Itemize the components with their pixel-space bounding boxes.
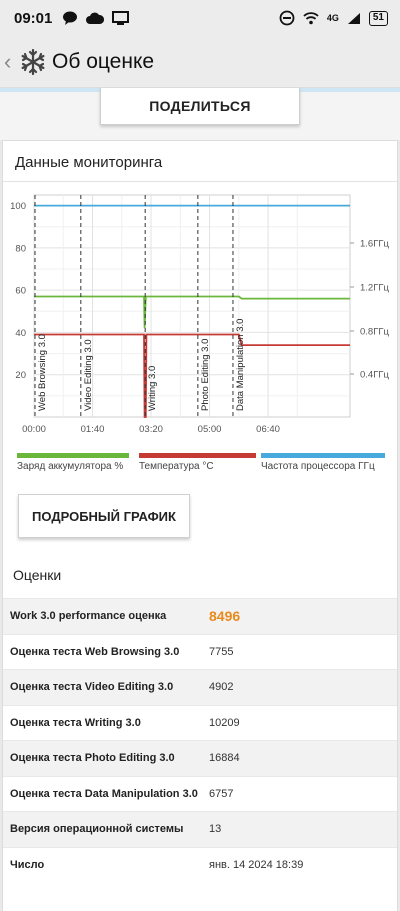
detailed-graph-button[interactable]: ПОДРОБНЫЙ ГРАФИК <box>18 494 190 538</box>
score-value: 13 <box>209 823 222 836</box>
score-label: Оценка теста Web Browsing 3.0 <box>10 645 180 658</box>
status-time: 09:01 <box>14 9 53 27</box>
app-bar: ‹ Об оценке <box>0 36 400 88</box>
score-row: Оценка теста Data Manipulation 3.0 6757 <box>3 775 397 812</box>
score-row: Work 3.0 performance оценка 8496 <box>3 598 397 634</box>
battery-icon: 51 <box>368 10 388 26</box>
x-tick-label: 00:00 <box>22 424 46 435</box>
monitoring-card: Данные мониторинга 20 40 60 80 100 00:00 01:40… <box>2 140 398 911</box>
y-tick-label: 80 <box>15 243 26 254</box>
cloud-icon <box>86 12 105 24</box>
score-row: Оценка теста Video Editing 3.0 4902 <box>3 669 397 705</box>
score-value: 16884 <box>209 752 240 765</box>
x-tick-label: 03:20 <box>139 424 163 435</box>
legend-cpu-swatch <box>261 453 385 458</box>
score-label: Число <box>10 858 45 871</box>
score-label: Версия операционной системы <box>10 823 184 836</box>
score-value: 6757 <box>209 787 234 800</box>
share-button[interactable]: ПОДЕЛИТЬСЯ <box>100 88 300 125</box>
test-marker-label: Photo Editing 3.0 <box>200 339 211 411</box>
status-bar: 09:01 4G 51 <box>0 0 400 36</box>
x-tick-label: 06:40 <box>256 424 280 435</box>
score-row: Версия операционной системы 13 <box>3 811 397 847</box>
score-label: Оценка теста Writing 3.0 <box>10 716 141 729</box>
monitoring-title: Данные мониторинга <box>15 154 163 171</box>
y-tick-label: 40 <box>15 328 26 339</box>
score-row: Оценка теста Writing 3.0 10209 <box>3 704 397 741</box>
right-tick-label: 1.6ГГц <box>360 239 389 250</box>
x-tick-label: 01:40 <box>81 424 105 435</box>
right-tick-label: 0.8ГГц <box>360 327 389 338</box>
signal-icon <box>347 12 360 24</box>
screen-icon <box>112 11 130 25</box>
score-label: Work 3.0 performance оценка <box>10 610 167 623</box>
score-value: янв. 14 2024 18:39 <box>209 858 304 871</box>
score-label: Оценка теста Video Editing 3.0 <box>10 681 174 694</box>
score-label: Оценка теста Data Manipulation 3.0 <box>10 787 198 800</box>
score-row: Оценка теста Web Browsing 3.0 7755 <box>3 633 397 670</box>
series-line-0 <box>34 295 350 329</box>
legend-temperature: Температура °C <box>139 453 256 472</box>
score-value: 4902 <box>209 681 234 694</box>
right-tick-label: 0.4ГГц <box>360 370 389 381</box>
divider <box>3 181 397 182</box>
test-marker-label: Web Browsing 3.0 <box>37 334 48 411</box>
x-tick-label: 05:00 <box>198 424 222 435</box>
score-value: 7755 <box>209 645 234 658</box>
scores-title: Оценки <box>13 567 62 583</box>
legend-temperature-swatch <box>139 453 256 458</box>
wifi-icon <box>303 12 319 25</box>
network-type: 4G <box>326 13 339 23</box>
page-title: Об оценке <box>52 49 155 73</box>
right-tick-label: 1.2ГГц <box>360 283 389 294</box>
score-value: 10209 <box>209 716 240 729</box>
y-tick-label: 20 <box>15 370 26 381</box>
monitoring-chart: 20 40 60 80 100 00:00 01:40 03:20 05:00 06:40 0.4Г… <box>10 194 389 435</box>
back-chevron-icon[interactable]: ‹ <box>4 48 12 74</box>
test-marker-label: Video Editing 3.0 <box>83 339 94 411</box>
legend-battery: Заряд аккумулятора % <box>17 453 129 472</box>
scores-table: Work 3.0 performance оценка 8496 Оценка те… <box>3 598 397 882</box>
score-value: 8496 <box>209 608 241 625</box>
alarm-icon <box>279 10 295 26</box>
test-marker-label: Writing 3.0 <box>147 366 158 411</box>
app-logo-icon <box>21 48 45 75</box>
y-tick-label: 100 <box>10 201 26 212</box>
legend-temperature-label: Температура °C <box>139 461 214 472</box>
score-label: Оценка теста Photo Editing 3.0 <box>10 752 175 765</box>
y-tick-label: 60 <box>15 286 26 297</box>
score-row: Оценка теста Photo Editing 3.0 16884 <box>3 740 397 776</box>
test-marker-label: Data Manipulation 3.0 <box>235 319 246 411</box>
legend-battery-label: Заряд аккумулятора % <box>17 461 124 472</box>
plot-area <box>33 194 351 418</box>
legend-battery-swatch <box>17 453 129 458</box>
chat-icon <box>63 11 78 25</box>
legend-cpu-label: Частота процессора ГГц <box>261 461 375 472</box>
legend-cpu: Частота процессора ГГц <box>261 453 385 472</box>
score-row: Число янв. 14 2024 18:39 <box>3 846 397 883</box>
series-line-1 <box>34 333 350 418</box>
